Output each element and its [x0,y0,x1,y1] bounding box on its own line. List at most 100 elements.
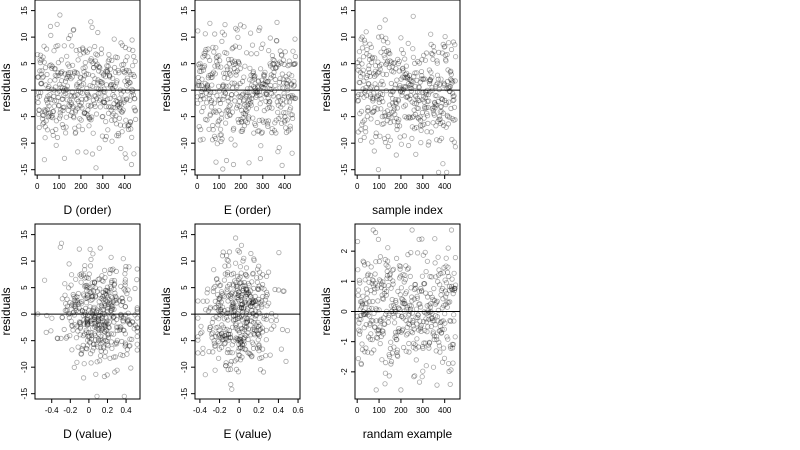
data-point [226,334,232,340]
data-point [446,287,452,293]
data-point [104,372,110,378]
data-point [80,76,86,82]
data-point [235,294,241,301]
data-point [214,276,220,282]
data-point [205,75,211,81]
data-point [370,283,377,289]
data-point [255,78,261,84]
data-point [444,78,451,85]
data-point [436,339,442,345]
data-point [410,54,416,60]
data-point [72,322,78,328]
data-point [219,29,225,35]
data-point [119,295,125,301]
data-point [66,35,72,42]
data-point [239,301,245,307]
data-point [94,359,100,365]
data-point [226,331,232,337]
data-point [120,327,126,333]
data-point [411,126,418,132]
data-point [249,300,255,306]
data-point [82,275,88,281]
y-tick-label: 0 [20,87,29,92]
data-point [70,113,77,120]
data-point [250,69,256,75]
data-point [88,297,94,303]
data-point [367,272,374,278]
data-point [388,88,394,95]
data-point [41,107,48,113]
data-point [62,292,68,298]
data-point [84,317,90,323]
data-point [105,96,111,102]
data-point [51,48,57,54]
data-point [241,326,247,332]
y-tick-label: -10 [180,361,189,373]
data-point [241,98,247,104]
data-point [224,113,230,119]
data-point [360,86,366,92]
data-point [449,341,455,347]
data-point [369,96,376,102]
data-point [216,83,222,89]
data-point [49,113,55,119]
data-point [433,84,439,90]
data-point [222,263,228,269]
data-point [436,267,442,273]
data-point [236,289,242,295]
data-point [42,124,48,130]
data-point [106,104,112,110]
data-point [98,46,105,52]
data-point [250,310,256,317]
data-point [91,341,97,347]
data-point [399,92,405,99]
data-point [241,74,247,80]
data-point [91,80,97,86]
data-point [400,271,406,278]
data-point [221,32,228,38]
data-point [233,91,239,97]
data-point [220,83,226,89]
data-point [92,280,98,286]
data-point [50,93,57,100]
data-point [209,319,215,325]
data-point [239,325,245,332]
data-point [426,139,432,145]
data-point [388,114,394,121]
data-point [89,58,95,64]
data-point [67,310,73,317]
data-point [438,292,444,298]
data-point [225,293,232,299]
data-point [129,86,135,93]
data-point [404,76,411,82]
data-point [374,328,380,334]
data-point [200,298,206,304]
data-point [232,358,238,364]
data-point [65,70,72,76]
data-point [206,73,212,79]
data-point [236,289,242,295]
data-point [201,96,207,102]
data-point [108,107,114,113]
data-point [132,107,138,113]
data-point [419,73,425,79]
data-point [220,336,226,343]
data-point [228,358,234,365]
data-point [441,44,447,50]
data-point [419,57,425,63]
data-point [71,115,77,121]
data-point [230,303,236,309]
data-point [72,130,78,136]
data-point [256,344,263,351]
data-point [72,125,78,131]
data-point [218,289,225,295]
data-point [370,227,376,233]
data-point [242,110,248,117]
data-point [83,111,89,117]
data-point [418,127,424,133]
data-point [126,69,132,75]
data-point [417,318,423,324]
data-point [391,302,397,308]
y-tick-label: 0 [180,87,189,92]
data-point [206,126,212,132]
